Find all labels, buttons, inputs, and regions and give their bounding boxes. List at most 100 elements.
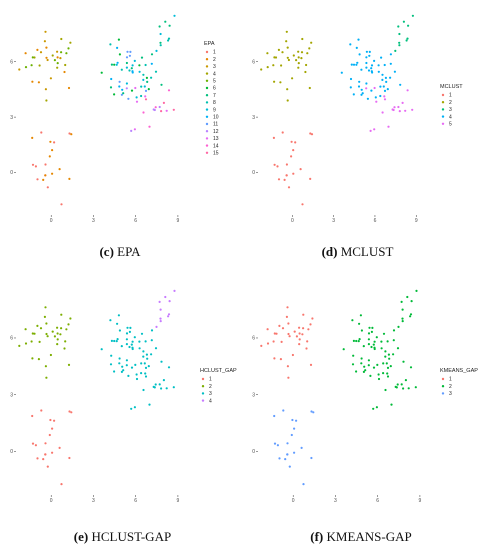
data-point	[409, 315, 412, 318]
data-point	[287, 322, 290, 325]
data-point	[394, 49, 397, 53]
legend-key	[205, 86, 209, 90]
data-point	[383, 63, 386, 67]
data-point	[150, 353, 153, 356]
data-point	[398, 44, 401, 47]
data-point	[273, 414, 276, 418]
data-point	[129, 50, 132, 54]
data-point	[286, 99, 289, 102]
x-tick-label: 6	[374, 218, 377, 224]
data-point	[128, 330, 131, 333]
data-point	[127, 374, 130, 377]
data-point	[31, 332, 34, 335]
data-point	[384, 76, 387, 79]
data-point	[298, 338, 301, 341]
data-point	[135, 373, 138, 376]
data-point	[167, 366, 171, 369]
data-point	[379, 94, 382, 98]
data-point	[352, 93, 355, 96]
data-point	[358, 322, 361, 325]
data-point	[164, 20, 167, 23]
data-point	[164, 295, 167, 299]
data-point	[385, 362, 388, 365]
y-tick-label: 6	[10, 336, 13, 342]
data-point	[100, 71, 103, 74]
data-point	[358, 53, 361, 56]
data-point	[110, 354, 113, 357]
data-point	[160, 387, 163, 390]
data-point	[266, 66, 269, 69]
data-point	[158, 383, 161, 386]
data-point	[24, 66, 28, 69]
y-tick-label: 0	[252, 170, 255, 176]
data-point	[56, 332, 59, 335]
data-point	[49, 418, 52, 422]
data-point	[44, 88, 48, 91]
data-point	[48, 155, 51, 158]
data-point	[414, 386, 417, 389]
data-point	[300, 446, 303, 449]
data-point	[154, 106, 157, 109]
legend-label: 9	[213, 107, 216, 113]
legend-key	[441, 377, 445, 381]
y-tick-label: 3	[252, 115, 255, 121]
legend-key	[205, 65, 209, 68]
data-point	[285, 40, 288, 43]
data-point	[272, 64, 275, 67]
data-point	[38, 340, 41, 343]
caption-text: EPA	[117, 244, 141, 259]
data-point	[359, 314, 362, 317]
data-point	[159, 308, 162, 311]
data-point	[43, 315, 47, 318]
data-point	[118, 53, 121, 56]
data-point	[158, 300, 161, 303]
data-point	[398, 32, 401, 36]
data-point	[148, 125, 151, 128]
data-point	[290, 155, 293, 158]
data-point	[128, 345, 131, 349]
data-point	[350, 63, 353, 66]
data-point	[110, 77, 113, 81]
data-point	[159, 41, 162, 44]
data-point	[167, 313, 171, 316]
data-point	[356, 61, 359, 64]
data-point	[306, 52, 309, 55]
legend-key	[201, 392, 205, 395]
data-point	[44, 306, 47, 309]
data-point	[360, 329, 363, 332]
data-point	[401, 101, 404, 104]
legend-label: 6	[213, 86, 216, 92]
data-point	[377, 373, 380, 376]
data-point	[172, 108, 175, 111]
data-point	[266, 328, 269, 331]
data-point	[142, 355, 145, 358]
data-point	[143, 85, 146, 88]
data-point	[18, 68, 21, 71]
data-point	[138, 64, 141, 67]
panel-epa: 0 3 6 9 0 3 6 EPA 1 2 3 4 5 6 7 8 9 10 11 12 13 14 15 (c) EPA	[0, 0, 245, 270]
data-point	[127, 97, 130, 100]
data-point	[373, 128, 376, 131]
data-point	[131, 64, 134, 67]
data-point	[56, 66, 59, 69]
data-point	[24, 342, 28, 345]
data-point	[56, 56, 59, 59]
data-point	[370, 70, 373, 73]
data-point	[46, 335, 49, 338]
data-point	[116, 338, 119, 341]
data-point	[389, 62, 392, 65]
data-point	[373, 86, 376, 90]
data-point	[24, 328, 27, 331]
data-point	[399, 83, 402, 86]
data-point	[142, 73, 145, 76]
data-point	[285, 30, 288, 33]
data-point	[51, 451, 54, 454]
data-point	[383, 98, 387, 101]
data-point	[33, 332, 36, 335]
data-point	[389, 76, 392, 79]
data-point	[51, 54, 54, 57]
data-point	[44, 163, 47, 166]
data-point	[109, 363, 113, 366]
data-point	[49, 140, 52, 143]
